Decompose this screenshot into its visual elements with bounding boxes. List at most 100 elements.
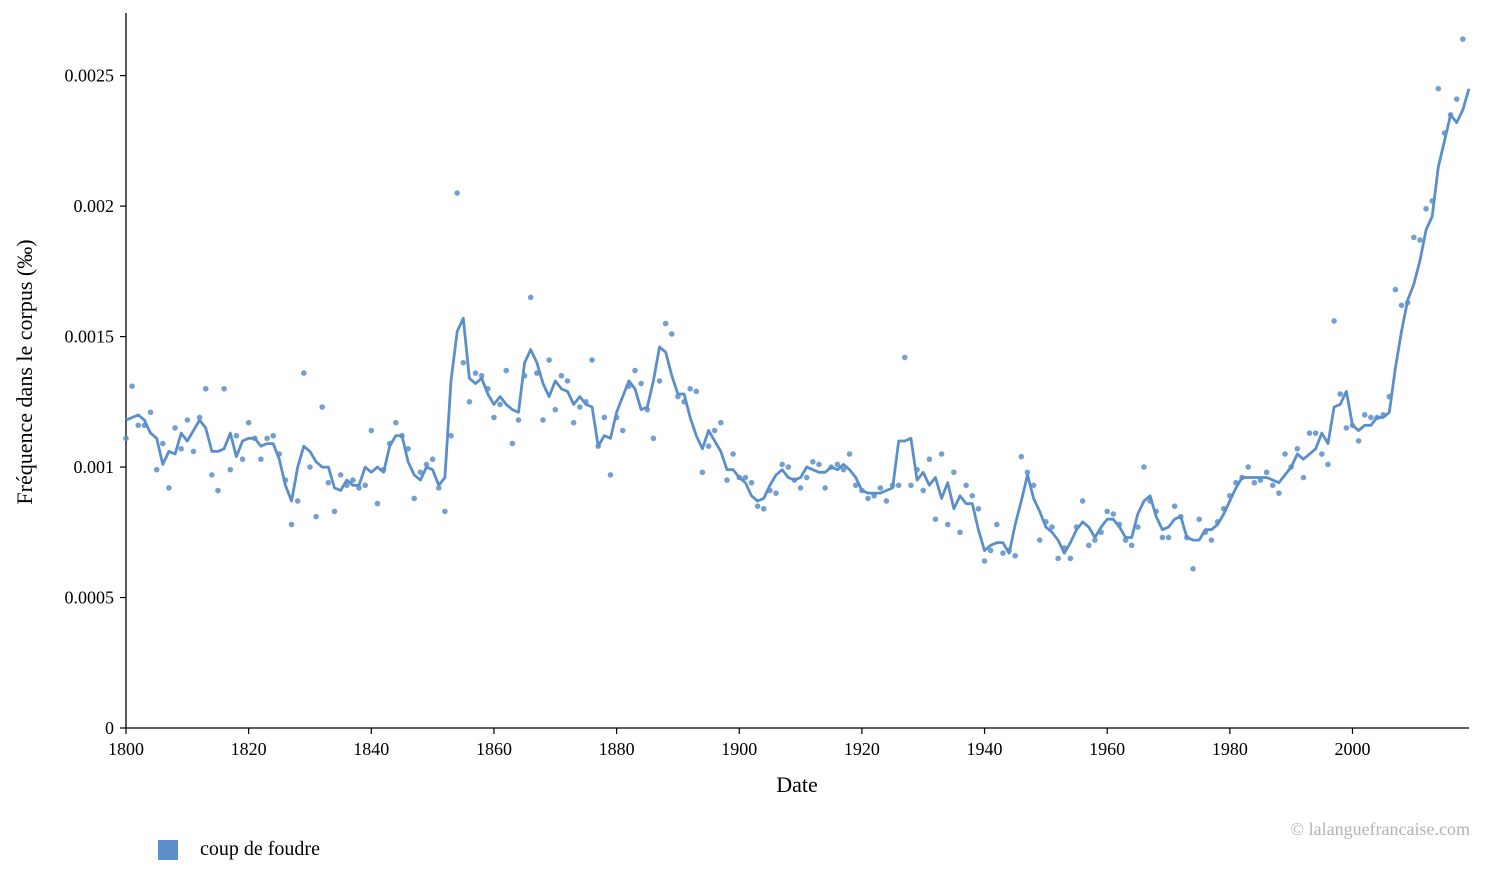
data-point	[264, 435, 270, 442]
data-point	[1190, 566, 1196, 572]
data-point	[196, 414, 203, 421]
data-point	[1263, 469, 1270, 476]
data-point	[938, 451, 945, 457]
data-point	[1128, 542, 1135, 549]
data-point	[908, 482, 914, 489]
data-point	[718, 419, 724, 426]
data-point	[233, 432, 240, 439]
data-point	[699, 469, 706, 476]
data-point	[656, 378, 663, 384]
data-point	[1018, 453, 1025, 460]
data-point	[1085, 542, 1092, 549]
smoothed-series-lines	[125, 88, 1471, 555]
data-point	[1055, 555, 1061, 562]
data-point	[1245, 464, 1252, 470]
data-point	[730, 451, 736, 457]
data-point	[239, 456, 246, 463]
data-point	[846, 451, 853, 457]
data-point	[245, 419, 252, 426]
data-point	[159, 440, 166, 447]
data-point	[951, 469, 957, 476]
data-point	[423, 461, 430, 468]
data-point	[123, 435, 129, 442]
data-point	[920, 487, 927, 494]
data-point	[822, 485, 828, 491]
y-axis-ticks: 0 0.0005 0.001 0.0015 0.002 0.0025	[65, 66, 126, 738]
data-point	[1453, 96, 1460, 102]
data-point	[270, 432, 276, 439]
data-point	[877, 485, 884, 491]
data-point	[1110, 511, 1117, 517]
data-point	[852, 482, 859, 489]
data-point	[1196, 516, 1202, 523]
data-point	[1208, 537, 1215, 543]
data-point	[350, 477, 356, 483]
data-point	[1337, 391, 1344, 397]
data-point	[178, 445, 184, 452]
data-point	[957, 529, 963, 536]
data-point	[301, 370, 307, 376]
data-point	[1092, 537, 1098, 543]
x-tick-label: 1960	[1089, 739, 1125, 759]
data-point	[589, 357, 595, 363]
raw-data-points	[123, 36, 1466, 572]
data-point	[754, 503, 761, 509]
data-point	[172, 425, 178, 431]
data-point	[570, 419, 577, 426]
data-point	[1294, 445, 1301, 452]
data-point	[558, 372, 565, 379]
x-tick-label: 1940	[967, 739, 1003, 759]
data-point	[491, 414, 497, 421]
data-point	[442, 508, 448, 515]
data-point	[834, 461, 841, 468]
data-point	[129, 383, 135, 389]
data-point	[1079, 498, 1086, 504]
data-point	[650, 435, 657, 442]
data-point	[902, 354, 908, 361]
data-point	[742, 474, 749, 481]
data-point	[1392, 286, 1399, 293]
data-point	[926, 456, 933, 463]
data-point	[932, 516, 939, 523]
data-point	[448, 432, 454, 439]
data-point	[1276, 490, 1282, 496]
data-point	[1012, 552, 1019, 559]
data-point	[374, 500, 381, 507]
y-tick-label: 0.002	[74, 196, 115, 216]
data-point	[865, 495, 871, 502]
data-point	[147, 409, 154, 416]
data-point	[1024, 469, 1031, 476]
data-point	[840, 466, 847, 473]
data-point	[1312, 430, 1319, 436]
data-point	[454, 190, 460, 196]
data-point	[331, 508, 338, 515]
data-point	[1036, 537, 1043, 543]
data-point	[153, 466, 160, 473]
data-point	[429, 456, 436, 463]
data-point	[509, 440, 516, 447]
data-point	[687, 385, 693, 392]
data-point	[1135, 524, 1141, 530]
data-point	[632, 367, 638, 374]
data-point	[546, 357, 552, 363]
data-point	[668, 331, 675, 337]
data-point	[1411, 234, 1417, 241]
data-point	[1435, 85, 1442, 92]
data-point	[288, 521, 295, 528]
y-tick-label: 0.0015	[65, 327, 115, 347]
data-point	[1104, 508, 1110, 515]
data-point	[601, 414, 608, 421]
data-point	[1343, 425, 1350, 431]
data-point	[797, 485, 804, 491]
data-point	[319, 404, 326, 410]
x-tick-label: 1880	[599, 739, 635, 759]
y-axis-title: Fréquence dans le corpus (‰)	[12, 239, 37, 504]
series-line-0	[125, 88, 1471, 555]
data-point	[368, 427, 375, 434]
data-point	[202, 385, 209, 392]
x-tick-label: 1860	[476, 739, 512, 759]
data-point	[994, 521, 1000, 528]
data-point	[638, 380, 644, 387]
data-point	[313, 513, 319, 520]
